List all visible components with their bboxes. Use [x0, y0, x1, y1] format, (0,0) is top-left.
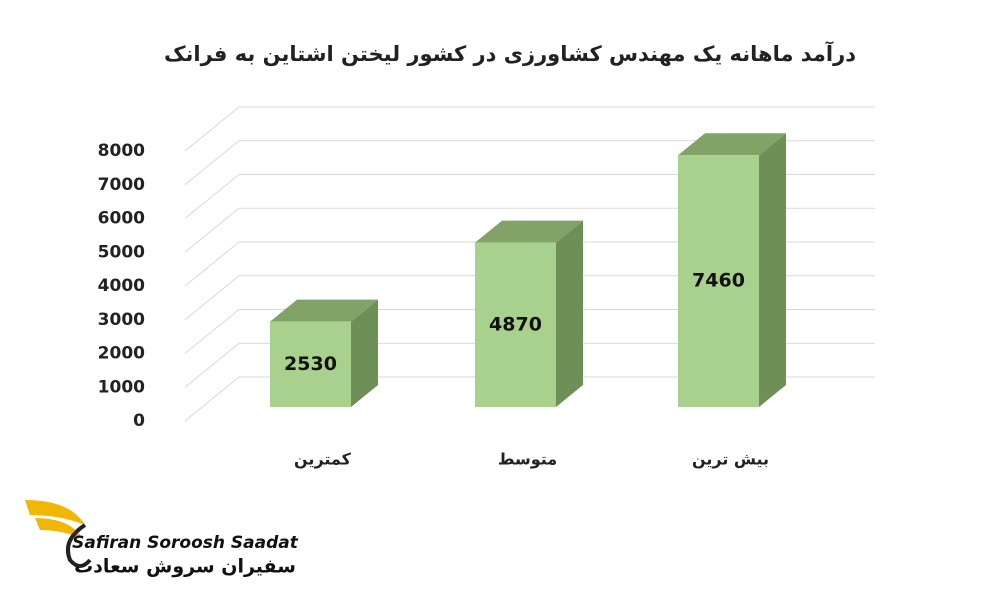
logo: Safiran Soroosh Saadat سفیران سروش سعادت [25, 500, 299, 578]
logo-wing [25, 500, 85, 525]
bar-front [678, 155, 759, 407]
grid-line [184, 207, 875, 253]
bar-side [556, 220, 583, 407]
bar-side [759, 133, 786, 407]
bar-top [475, 220, 583, 243]
grid-line [184, 309, 875, 354]
grid-line [184, 174, 875, 219]
grid-line [184, 275, 875, 321]
bar-front [475, 242, 556, 407]
data-label: 7460 [692, 270, 745, 292]
grid-line [184, 106, 875, 152]
x-tick-label: کمترین [294, 450, 352, 469]
y-tick-label: 8000 [98, 141, 145, 161]
y-tick-label: 2000 [98, 344, 145, 364]
bar-side [351, 299, 378, 407]
grid-line [184, 140, 875, 186]
grid-line [184, 342, 875, 388]
y-tick-label: 6000 [98, 209, 145, 229]
logo-wing [35, 518, 82, 538]
data-label: 4870 [489, 313, 542, 335]
bar [475, 220, 583, 407]
x-tick-label: متوسط [498, 450, 557, 469]
logo-swirl [65, 523, 92, 568]
y-tick-label: 5000 [98, 242, 145, 262]
bar-front [270, 321, 351, 407]
y-tick-label: 4000 [98, 276, 145, 296]
y-tick-label: 1000 [98, 377, 145, 397]
bar [270, 299, 378, 407]
chart-title: درآمد ماهانه یک مهندس کشاورزی در کشور لی… [164, 41, 856, 66]
grid-line [184, 241, 875, 287]
logo-text-en: Safiran Soroosh Saadat [72, 533, 299, 553]
logo-text-fa: سفیران سروش سعادت [74, 556, 296, 578]
data-label: 2530 [284, 353, 337, 375]
bar-top [270, 299, 378, 322]
y-tick-label: 0 [133, 411, 145, 431]
y-tick-label: 7000 [98, 175, 145, 195]
bar-top [678, 133, 786, 156]
x-tick-label: بیش ترین [692, 450, 769, 469]
y-tick-label: 3000 [98, 310, 145, 330]
grid-line [184, 376, 875, 422]
bar [678, 133, 786, 407]
